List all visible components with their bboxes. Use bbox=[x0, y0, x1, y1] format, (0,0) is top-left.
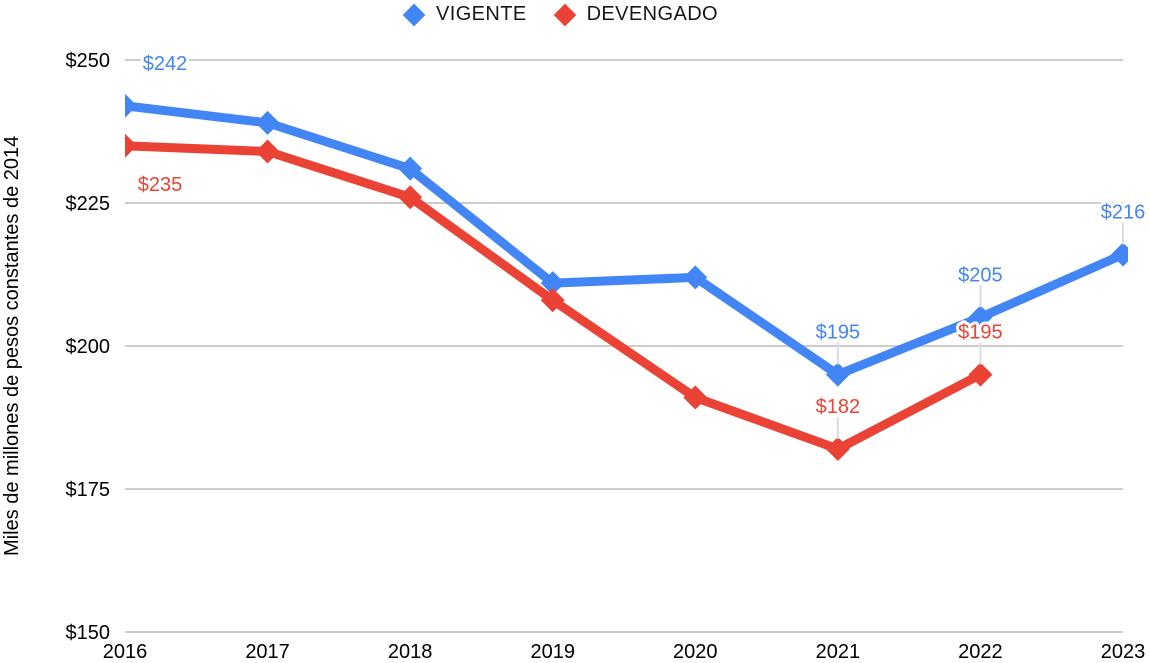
data-point-vigente-2019 bbox=[540, 271, 565, 296]
y-tick-label-200: $200 bbox=[66, 336, 111, 358]
data-point-vigente-2020 bbox=[683, 265, 708, 290]
data-point-vigente-2021 bbox=[825, 362, 850, 387]
legend-label-vigente: VIGENTE bbox=[436, 3, 527, 25]
point-label-devengado-2021: $182 bbox=[816, 396, 861, 418]
data-point-vigente-2016 bbox=[125, 93, 137, 118]
data-point-devengado-2018 bbox=[398, 185, 423, 210]
series-line-vigente bbox=[125, 101, 1125, 380]
point-label-vigente-2016: $242 bbox=[143, 53, 188, 75]
y-tick-label-225: $225 bbox=[66, 193, 111, 215]
data-point-vigente-2022 bbox=[968, 305, 993, 330]
data-point-devengado-2017 bbox=[255, 139, 280, 164]
data-point-devengado-2019 bbox=[540, 288, 565, 313]
point-label-vigente-2023: $216 bbox=[1101, 201, 1146, 223]
x-tick-label-2021: 2021 bbox=[816, 641, 861, 663]
data-point-vigente-2023 bbox=[1111, 242, 1128, 267]
legend-item-devengado: DEVENGADO bbox=[553, 1, 718, 28]
point-label-vigente-2022: $205 bbox=[958, 264, 1003, 286]
point-label-devengado-2022: $195 bbox=[958, 322, 1003, 344]
series-layer bbox=[125, 93, 1128, 461]
x-tick-label-2016: 2016 bbox=[103, 641, 148, 663]
data-point-vigente-2018 bbox=[398, 156, 423, 181]
x-tick-label-2023: 2023 bbox=[1101, 641, 1146, 663]
y-tick-label-175: $175 bbox=[66, 479, 111, 501]
x-tick-label-2022: 2022 bbox=[958, 641, 1003, 663]
legend-item-vigente: VIGENTE bbox=[402, 1, 527, 28]
x-tick-label-2020: 2020 bbox=[673, 641, 718, 663]
y-tick-label-150: $150 bbox=[66, 622, 111, 644]
x-tick-label-2017: 2017 bbox=[245, 641, 290, 663]
point-label-devengado-2016: $235 bbox=[138, 174, 183, 196]
point-label-vigente-2021: $195 bbox=[816, 322, 861, 344]
x-tick-label-2018: 2018 bbox=[388, 641, 433, 663]
data-point-devengado-2022 bbox=[968, 362, 993, 387]
data-point-vigente-2017 bbox=[255, 110, 280, 135]
data-point-devengado-2020 bbox=[683, 385, 708, 410]
x-tick-label-2019: 2019 bbox=[530, 641, 575, 663]
data-point-devengado-2016 bbox=[125, 133, 137, 158]
y-tick-label-250: $250 bbox=[66, 50, 111, 72]
data-point-devengado-2021 bbox=[825, 436, 850, 461]
legend: VIGENTE DEVENGADO bbox=[0, 1, 1137, 28]
legend-label-devengado: DEVENGADO bbox=[586, 3, 718, 25]
